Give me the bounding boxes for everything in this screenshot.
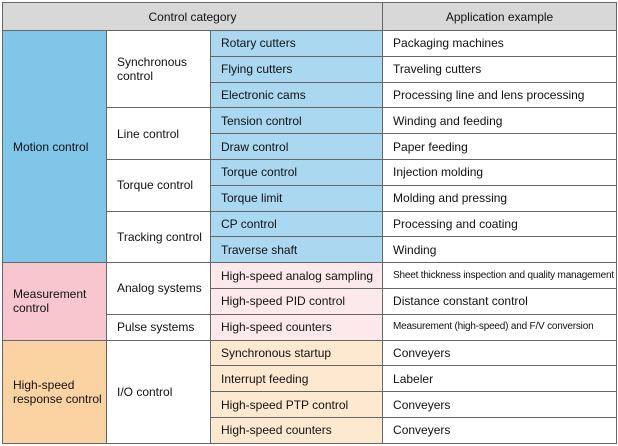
header-control-category: Control category [1,1,384,32]
subgroup-analog-systems: Analog systems [106,262,211,315]
table-row: Torque limit Molding and pressing [3,184,618,212]
subgroup-pulse-systems: Pulse systems [106,313,211,341]
control-cell: Synchronous startup [209,339,384,367]
group-measurement-control: Measurement control [2,262,107,341]
control-cell: Flying cutters [209,55,384,83]
control-cell: Interrupt feeding [209,365,384,393]
example-cell: Labeler [382,365,618,393]
table-row: High-speed counters Conveyers [3,416,618,445]
subgroup-tracking-control: Tracking control [106,210,211,264]
example-cell: Traveling cutters [382,55,618,83]
example-cell: Molding and pressing [382,184,618,212]
control-cell: Torque control [209,159,384,186]
example-cell: Winding [382,236,618,264]
table-row: High-speed PID control Distance constant… [3,287,618,315]
example-cell: Conveyers [382,416,618,445]
subgroup-io-control: I/O control [106,339,211,445]
group-motion-control: Motion control [2,30,107,264]
table-row: Motion control Synchronous control Rotar… [2,30,618,264]
example-cell: Injection molding [382,159,618,186]
control-cell: Traverse shaft [209,236,384,264]
control-cell: High-speed counters [209,313,384,341]
control-cell: High-speed PID control [209,287,384,315]
header-row: Control category Application example [1,1,618,32]
example-cell: Conveyers [382,391,618,418]
table-row: High-speed PTP control Conveyers [3,391,618,418]
control-cell: High-speed PTP control [209,391,384,418]
control-cell: Electronic cams [209,81,384,109]
group-high-speed-response-control: High-speed response control [2,339,107,445]
subgroup-line-control: Line control [106,107,211,160]
control-cell: Tension control [209,107,384,135]
table-row: Interrupt feeding Labeler [3,365,618,393]
control-cell: High-speed counters [209,416,384,445]
table-row: Draw control Paper feeding [3,133,618,160]
table-row: Torque control Torque control Injection … [3,159,618,212]
table-row: Traverse shaft Winding [3,236,618,264]
example-cell: Measurement (high-speed) and F/V convers… [382,313,618,341]
table-row: Line control Tension control Winding and… [3,107,618,160]
control-cell: High-speed analog sampling [209,262,384,289]
header-application-example: Application example [382,1,618,32]
control-cell: CP control [209,210,384,238]
table-row: Measurement control Analog systems High-… [2,262,618,341]
table-row: Flying cutters Traveling cutters [3,55,618,83]
control-cell: Draw control [209,133,384,160]
example-cell: Distance constant control [382,287,618,315]
example-cell: Winding and feeding [382,107,618,135]
table-row: Pulse systems High-speed counters Measur… [3,313,618,341]
control-cell: Torque limit [209,184,384,212]
control-cell: Rotary cutters [209,30,384,57]
example-cell: Packaging machines [382,30,618,57]
example-cell: Processing line and lens processing [382,81,618,109]
example-cell: Paper feeding [382,133,618,160]
example-cell: Conveyers [382,339,618,367]
subgroup-synchronous-control: Synchronous control [106,30,211,109]
example-cell: Processing and coating [382,210,618,238]
example-cell: Sheet thickness inspection and quality m… [382,262,618,289]
table-row: High-speed response control I/O control … [2,339,618,445]
subgroup-torque-control: Torque control [106,159,211,212]
